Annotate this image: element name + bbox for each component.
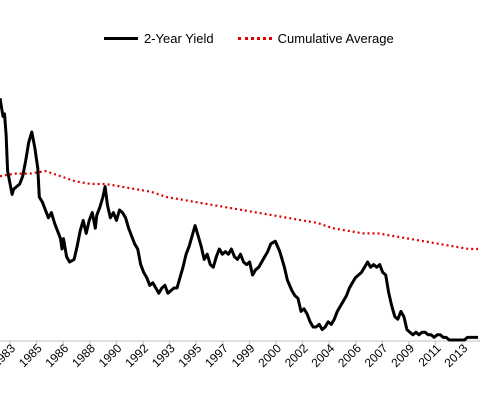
x-tick-label: 1983	[0, 341, 18, 370]
x-tick-label: 1992	[122, 341, 151, 370]
x-tick-label: 2013	[442, 341, 471, 370]
legend-item-average: Cumulative Average	[237, 31, 394, 46]
x-tick-label: 1997	[202, 341, 231, 370]
x-tick-label: 1988	[69, 341, 98, 370]
legend-label-yield: 2-Year Yield	[144, 31, 214, 46]
x-tick-label: 1985	[16, 341, 45, 370]
legend-item-yield: 2-Year Yield	[104, 31, 214, 46]
legend-swatch-yield	[104, 37, 138, 40]
legend-swatch-average	[237, 37, 272, 40]
x-tick-label: 2007	[362, 341, 391, 370]
x-tick-label: 1995	[176, 341, 205, 370]
x-tick-label: 1993	[149, 341, 178, 370]
x-tick-label: 2002	[282, 341, 311, 370]
series-line-2-year-yield	[0, 97, 478, 342]
x-tick-label: 2011	[416, 341, 444, 369]
x-tick-label: 2009	[388, 341, 417, 370]
x-tick-label: 2006	[335, 341, 364, 370]
x-tick-label: 2000	[255, 341, 284, 370]
series-line-cumulative-average	[0, 169, 478, 251]
x-tick-label: 1990	[96, 341, 125, 370]
x-tick-label: 1999	[229, 341, 258, 370]
legend-label-average: Cumulative Average	[277, 31, 394, 46]
x-tick-label: 1986	[43, 341, 72, 370]
legend: 2-Year Yield Cumulative Average	[104, 31, 418, 46]
x-tick-label: 2004	[309, 341, 338, 370]
